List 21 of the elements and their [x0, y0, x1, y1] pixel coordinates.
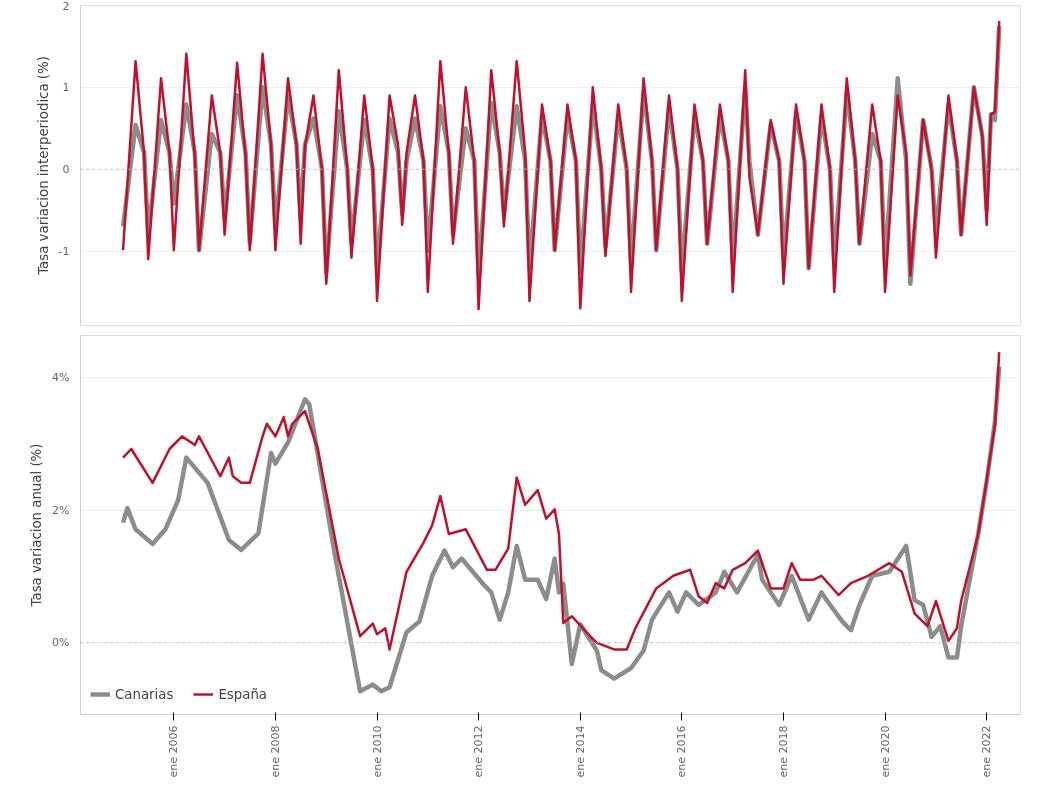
y-tick-label: 4% — [52, 370, 70, 384]
y-tick-label: 0% — [52, 636, 70, 650]
y-axis-title: Tasa variacion anual (%) — [29, 443, 45, 608]
y-axis-title: Tasa variacion interperiodica (%) — [35, 56, 51, 276]
x-tick-label: ene 2016 — [675, 725, 689, 778]
y-tick-label: 1 — [62, 81, 70, 95]
y-tick-label: 2 — [62, 0, 70, 13]
y-tick-label: 0 — [62, 163, 70, 177]
x-tick-label: ene 2010 — [370, 725, 384, 778]
x-tick-label: ene 2014 — [573, 725, 587, 778]
x-tick-label: ene 2008 — [268, 725, 282, 778]
legend-label: España — [218, 686, 267, 702]
legend-label: Canarias — [115, 686, 174, 702]
x-tick-label: ene 2012 — [472, 725, 486, 778]
x-tick-label: ene 2018 — [776, 725, 790, 778]
y-tick-label: 2% — [52, 503, 70, 517]
x-tick-label: ene 2022 — [980, 725, 994, 778]
line-series — [121, 350, 1001, 651]
y-tick-label: -1 — [58, 245, 70, 259]
x-tick-label: ene 2020 — [878, 725, 892, 778]
x-tick-label: ene 2006 — [167, 725, 181, 778]
